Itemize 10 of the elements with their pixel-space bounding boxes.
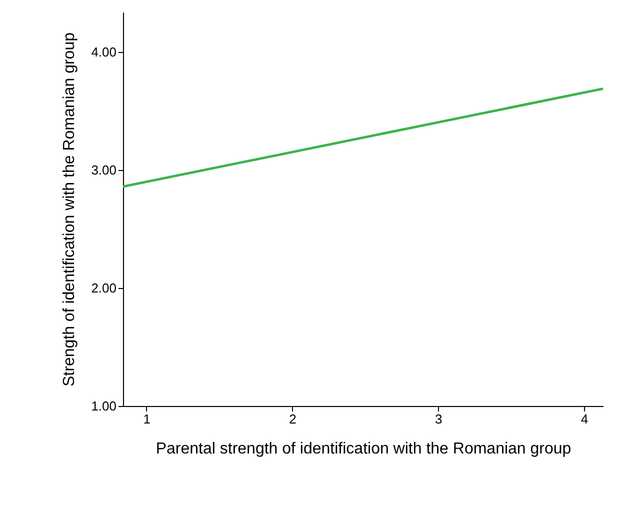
x-tick-label: 4: [580, 412, 588, 426]
y-tick-label: 3.00: [91, 162, 116, 178]
x-axis-title: Parental strength of identification with the Romanian group: [156, 440, 572, 458]
x-tick-label: 1: [143, 412, 150, 426]
y-tick-label: 2.00: [91, 280, 116, 296]
y-axis-title: Strength of identification with the Romanian group: [61, 32, 78, 386]
y-tick-label: 4.00: [91, 44, 116, 60]
x-tick-label: 2: [289, 412, 296, 426]
x-tick-label: 3: [435, 412, 442, 426]
y-tick-label: 1.00: [91, 398, 116, 414]
